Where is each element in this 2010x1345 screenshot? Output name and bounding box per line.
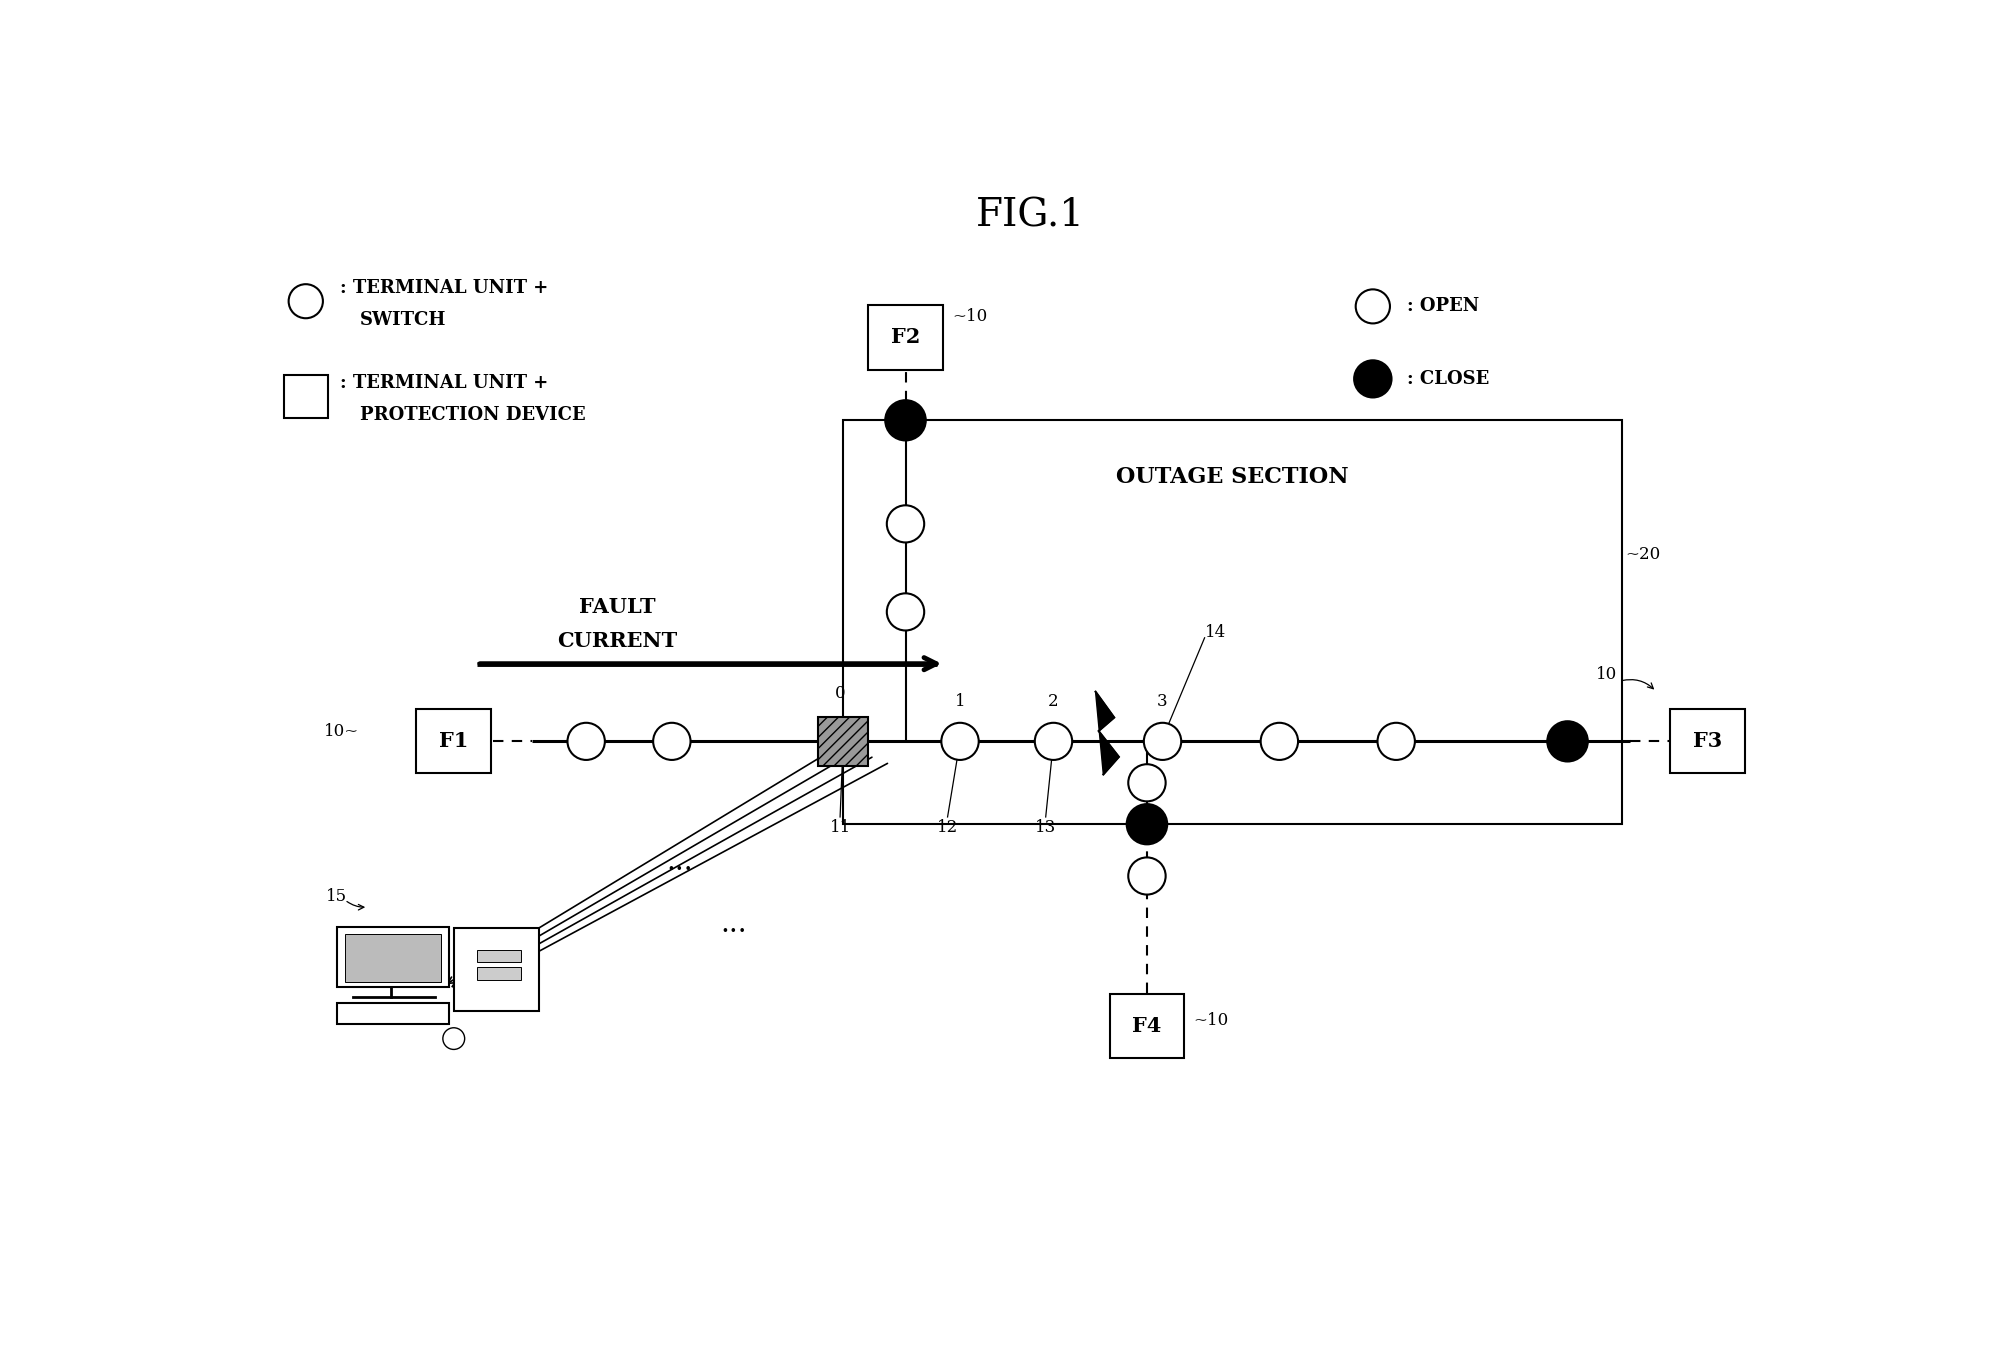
Text: 10: 10 bbox=[1596, 666, 1618, 682]
Text: 1: 1 bbox=[955, 693, 965, 710]
Bar bbox=[476, 967, 521, 979]
Text: OUTAGE SECTION: OUTAGE SECTION bbox=[1116, 467, 1349, 488]
Text: 15: 15 bbox=[326, 888, 348, 905]
Ellipse shape bbox=[653, 722, 691, 760]
Text: : OPEN: : OPEN bbox=[1407, 297, 1479, 315]
Bar bbox=[868, 305, 943, 370]
Bar bbox=[1670, 709, 1745, 773]
Text: F2: F2 bbox=[890, 327, 921, 347]
Ellipse shape bbox=[1144, 722, 1182, 760]
Ellipse shape bbox=[1128, 857, 1166, 894]
Text: 11: 11 bbox=[830, 819, 850, 837]
Text: ···: ··· bbox=[667, 857, 693, 884]
Text: SWITCH: SWITCH bbox=[360, 311, 446, 330]
Bar bbox=[416, 709, 490, 773]
Bar bbox=[818, 717, 868, 767]
Ellipse shape bbox=[442, 1028, 464, 1049]
Text: CURRENT: CURRENT bbox=[557, 631, 677, 651]
Ellipse shape bbox=[941, 722, 979, 760]
Ellipse shape bbox=[1548, 721, 1588, 761]
Bar bbox=[346, 933, 442, 982]
Text: 0: 0 bbox=[834, 685, 846, 702]
Ellipse shape bbox=[1260, 722, 1298, 760]
Text: PROTECTION DEVICE: PROTECTION DEVICE bbox=[360, 406, 587, 424]
Text: 14: 14 bbox=[1204, 624, 1226, 642]
Bar bbox=[338, 927, 448, 987]
Text: ~10: ~10 bbox=[953, 308, 987, 325]
Ellipse shape bbox=[886, 593, 925, 631]
Bar bbox=[476, 950, 521, 962]
Text: F4: F4 bbox=[1132, 1017, 1162, 1036]
Text: FAULT: FAULT bbox=[579, 597, 655, 617]
Ellipse shape bbox=[567, 722, 605, 760]
Text: F3: F3 bbox=[1692, 732, 1723, 752]
Bar bbox=[818, 717, 868, 767]
Text: : TERMINAL UNIT +: : TERMINAL UNIT + bbox=[340, 278, 549, 297]
Ellipse shape bbox=[289, 284, 324, 319]
Text: 10~: 10~ bbox=[324, 722, 360, 740]
Bar bbox=[338, 1003, 448, 1024]
Ellipse shape bbox=[884, 401, 927, 440]
Text: 12: 12 bbox=[937, 819, 959, 837]
Ellipse shape bbox=[1377, 722, 1415, 760]
Text: 13: 13 bbox=[1035, 819, 1057, 837]
Text: ···: ··· bbox=[722, 920, 748, 947]
Bar bbox=[454, 928, 539, 1010]
Polygon shape bbox=[1095, 691, 1120, 775]
Text: 2: 2 bbox=[1047, 693, 1059, 710]
Ellipse shape bbox=[1128, 764, 1166, 802]
Ellipse shape bbox=[1128, 804, 1168, 845]
Ellipse shape bbox=[1355, 289, 1391, 323]
Ellipse shape bbox=[1355, 360, 1391, 398]
Ellipse shape bbox=[886, 506, 925, 542]
Bar bbox=[283, 375, 328, 418]
Text: F1: F1 bbox=[438, 732, 468, 752]
Text: ~10: ~10 bbox=[1194, 1013, 1228, 1029]
Text: : TERMINAL UNIT +: : TERMINAL UNIT + bbox=[340, 374, 549, 391]
Bar bbox=[844, 421, 1622, 824]
Text: : CLOSE: : CLOSE bbox=[1407, 370, 1489, 387]
Text: ~20: ~20 bbox=[1626, 546, 1660, 564]
Text: 3: 3 bbox=[1158, 693, 1168, 710]
Text: FIG.1: FIG.1 bbox=[975, 198, 1085, 234]
Bar bbox=[1110, 994, 1184, 1059]
Ellipse shape bbox=[1035, 722, 1071, 760]
